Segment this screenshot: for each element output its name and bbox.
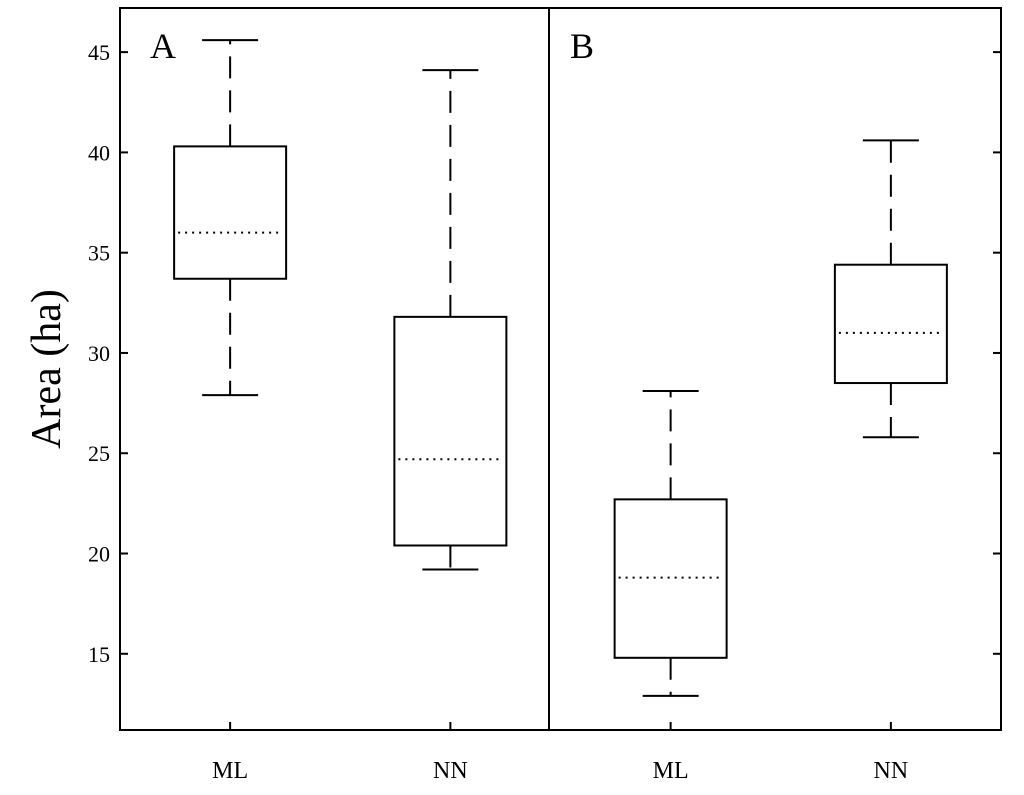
y-tick-label: 25 — [88, 441, 110, 466]
iqr-box — [613, 498, 728, 659]
y-tick-label: 35 — [88, 241, 110, 266]
box-b-ml — [613, 390, 728, 697]
box-b-nn — [833, 139, 948, 439]
plot-frame — [119, 7, 1002, 731]
iqr-box — [173, 145, 288, 280]
x-category-label: NN — [433, 758, 468, 784]
box-a-nn — [393, 69, 508, 571]
y-tick-label: 40 — [88, 140, 110, 165]
boxes-layer — [173, 39, 948, 697]
x-axis-categories: ML NN ML NN — [212, 722, 908, 784]
box-a-ml — [173, 39, 288, 397]
x-category-label: ML — [653, 758, 689, 784]
y-axis-ticks: 15 20 25 30 35 40 45 — [88, 40, 1001, 667]
x-category-label: NN — [874, 758, 909, 784]
y-tick-label: 15 — [88, 642, 110, 667]
y-axis-label: Area (ha) — [24, 289, 70, 449]
panel-a-label: A — [150, 26, 176, 66]
y-tick-label: 20 — [88, 542, 110, 567]
y-tick-label: 30 — [88, 341, 110, 366]
x-category-label: ML — [212, 758, 248, 784]
y-tick-label: 45 — [88, 40, 110, 65]
iqr-box — [393, 315, 508, 547]
iqr-box — [833, 263, 948, 385]
panel-b-label: B — [570, 26, 594, 66]
